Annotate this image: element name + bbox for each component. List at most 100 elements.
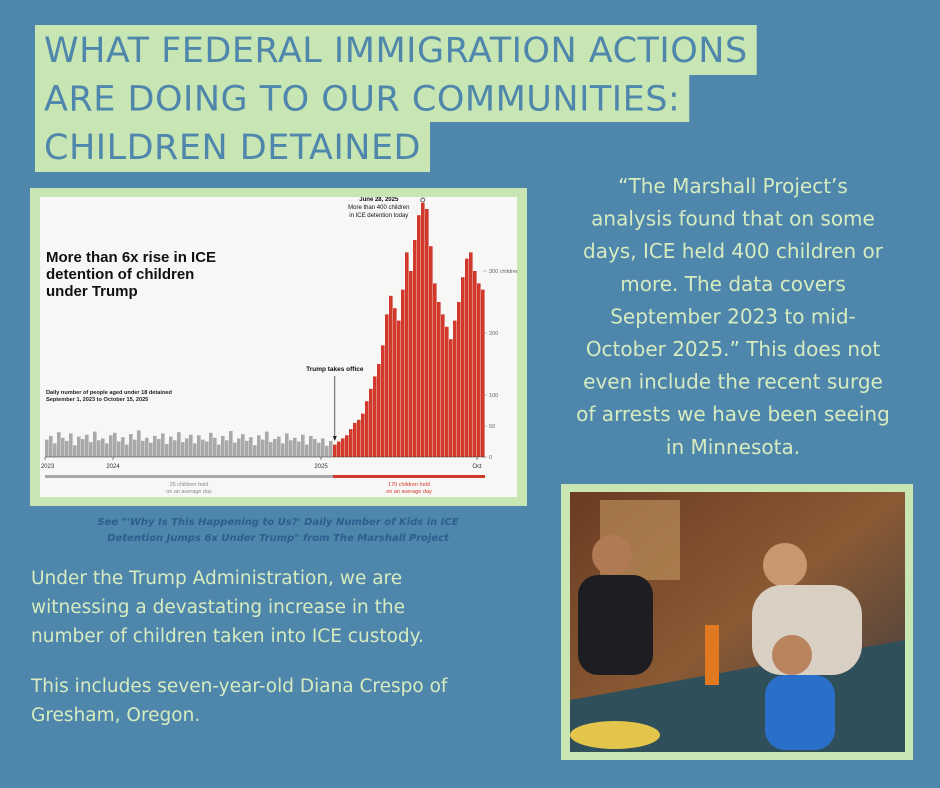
- photo: [570, 492, 905, 752]
- bar: [241, 434, 245, 457]
- bar: [389, 295, 393, 457]
- bar: [157, 439, 161, 457]
- bar: [69, 433, 73, 457]
- period-band: [333, 475, 485, 478]
- body-line: This includes seven-year-old Diana Cresp…: [30, 676, 448, 697]
- bar: [365, 401, 369, 457]
- period-label: on an average day: [166, 489, 212, 495]
- title: WHAT FEDERAL IMMIGRATION ACTIONS ARE DOIN…: [35, 25, 757, 172]
- bar: [433, 283, 437, 457]
- bar: [369, 388, 373, 457]
- bar: [197, 435, 201, 457]
- bar: [285, 433, 289, 457]
- bar: [481, 289, 485, 457]
- period-label: on an average day: [386, 489, 432, 495]
- bar: [357, 419, 361, 457]
- x-tick-label: 2025: [314, 464, 328, 470]
- bar: [281, 443, 285, 457]
- bar: [333, 444, 337, 457]
- bar: [121, 437, 125, 457]
- quote-line: September 2023 to mid-: [610, 304, 856, 328]
- bar: [461, 277, 465, 457]
- bar: [169, 436, 173, 457]
- bar: [309, 435, 313, 457]
- bar: [421, 202, 425, 457]
- annotation-arrowhead: [332, 436, 337, 441]
- bar: [185, 438, 189, 457]
- bar: [109, 435, 113, 457]
- x-tick-label: Oct: [472, 464, 482, 470]
- bar: [61, 437, 65, 457]
- bar: [89, 442, 93, 457]
- bar: [97, 440, 101, 457]
- annotation-marker: [420, 197, 426, 203]
- bar: [233, 442, 237, 457]
- bar: [217, 444, 221, 457]
- chart-title: detention of children: [46, 266, 194, 283]
- bar: [337, 441, 341, 457]
- bar: [93, 431, 97, 457]
- bar: [153, 435, 157, 457]
- bar: [253, 445, 257, 457]
- title-line: ARE DOING TO OUR COMMUNITIES:: [44, 80, 680, 120]
- bar: [417, 215, 421, 457]
- quote-line: in Minnesota.: [666, 435, 800, 459]
- bar: [149, 442, 153, 457]
- bar: [73, 445, 77, 457]
- bar: [469, 252, 473, 457]
- bar: [141, 440, 145, 457]
- bar: [177, 432, 181, 457]
- bar: [269, 442, 273, 457]
- y-tick-label: 100: [489, 393, 498, 399]
- bar: [189, 434, 193, 457]
- title-highlight: [35, 25, 757, 75]
- body-line: number of children taken into ICE custod…: [31, 626, 424, 647]
- period-label: 25 children held: [170, 482, 209, 488]
- bar: [385, 314, 389, 457]
- bar: [353, 422, 357, 457]
- bar: [453, 320, 457, 457]
- chart-subtitle: Daily number of people aged under 18 det…: [46, 390, 172, 396]
- y-tick-label: 50: [489, 424, 495, 430]
- period-label: 170 children held: [388, 482, 430, 488]
- title-line: WHAT FEDERAL IMMIGRATION ACTIONS: [44, 31, 748, 71]
- bar: [377, 364, 381, 457]
- chart-subtitle: September 1, 2023 to October 15, 2025: [46, 397, 148, 403]
- bar: [205, 441, 209, 457]
- bar: [373, 376, 377, 457]
- bar: [429, 246, 433, 457]
- title-highlight: [35, 75, 690, 122]
- bar: [113, 432, 117, 457]
- bar: [193, 443, 197, 457]
- bar: [125, 444, 129, 457]
- bar: [101, 438, 105, 457]
- bar: [297, 441, 301, 457]
- bar: [349, 429, 353, 457]
- bar: [273, 439, 277, 457]
- y-tick-label: 300 children: [489, 269, 519, 275]
- bar: [213, 437, 217, 457]
- bar: [81, 439, 85, 457]
- bar: [53, 443, 57, 457]
- bar: [445, 326, 449, 457]
- bar: [425, 209, 429, 457]
- annotation: in ICE detention today: [349, 213, 408, 219]
- quote-line: more. The data covers: [620, 272, 846, 296]
- bar: [473, 271, 477, 457]
- bar: [405, 252, 409, 457]
- bar: [201, 439, 205, 457]
- body-line: witnessing a devastating increase in the: [31, 597, 405, 618]
- quote-line: even include the recent surge: [583, 370, 883, 394]
- bar: [165, 443, 169, 457]
- bar: [457, 302, 461, 457]
- bar: [229, 430, 233, 457]
- bar: [49, 435, 53, 457]
- bar: [129, 434, 133, 457]
- photo-food: [570, 721, 660, 749]
- bar: [321, 438, 325, 457]
- bar: [249, 437, 253, 457]
- bar: [65, 440, 69, 457]
- photo-person: [763, 543, 807, 587]
